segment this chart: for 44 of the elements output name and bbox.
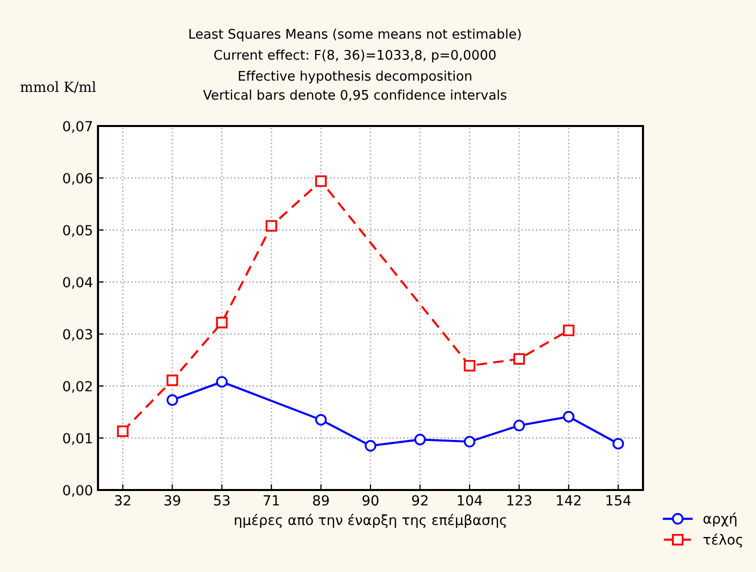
point — [166, 374, 178, 386]
point — [562, 324, 574, 336]
x-tick-label: 154 — [606, 495, 631, 506]
point — [117, 425, 129, 438]
x-tick-label: 53 — [214, 495, 230, 506]
point — [216, 376, 228, 388]
chart-title: Least Squares Means (some means not estimable) — [189, 28, 521, 42]
y-tick-label: 0,06 — [63, 172, 92, 185]
legend-label: αρχή — [704, 512, 736, 527]
y-tick-label: 0,05 — [63, 224, 92, 237]
y-tick-label: 0,01 — [63, 432, 92, 445]
point — [464, 360, 476, 372]
y-tick-label: 0,00 — [63, 484, 92, 497]
point — [364, 440, 376, 452]
x-tick-label: 39 — [164, 495, 180, 506]
legend-label: τέλος — [703, 533, 742, 548]
x-tick-label: 32 — [114, 495, 130, 506]
point — [612, 438, 624, 450]
x-tick-label: 104 — [458, 495, 482, 506]
point — [266, 220, 278, 232]
y-tick-label: 0,04 — [63, 276, 92, 289]
chart-subtitle: Current effect: F(8, 36)=1033,8, p=0,0000 — [214, 50, 496, 62]
point — [562, 410, 574, 422]
x-axis-title: ημέρες από την έναρξη της επέμβασης — [234, 514, 506, 528]
point — [315, 414, 327, 426]
text: Effective hypothesis decomposition — [238, 70, 472, 84]
y-tick-label: 0,07 — [63, 120, 92, 133]
x-tick-label: 90 — [362, 495, 378, 506]
x-tick-label: 92 — [412, 495, 428, 506]
x-tick-label: 142 — [556, 495, 581, 506]
point — [216, 316, 228, 328]
x-tick-label: 71 — [264, 495, 279, 506]
text: Vertical bars denote 0,95 confidence intervals — [203, 90, 506, 102]
point — [513, 353, 525, 365]
y-tick-label: 0,03 — [63, 328, 92, 341]
y-axis-title: mmol K/ml — [20, 81, 96, 94]
point — [166, 394, 178, 406]
x-tick-label: 123 — [507, 495, 532, 506]
point — [513, 420, 525, 432]
y-tick-label: 0,02 — [63, 380, 92, 393]
point — [414, 434, 426, 446]
point — [464, 436, 476, 448]
point — [315, 175, 327, 187]
x-tick-label: 89 — [313, 495, 329, 506]
